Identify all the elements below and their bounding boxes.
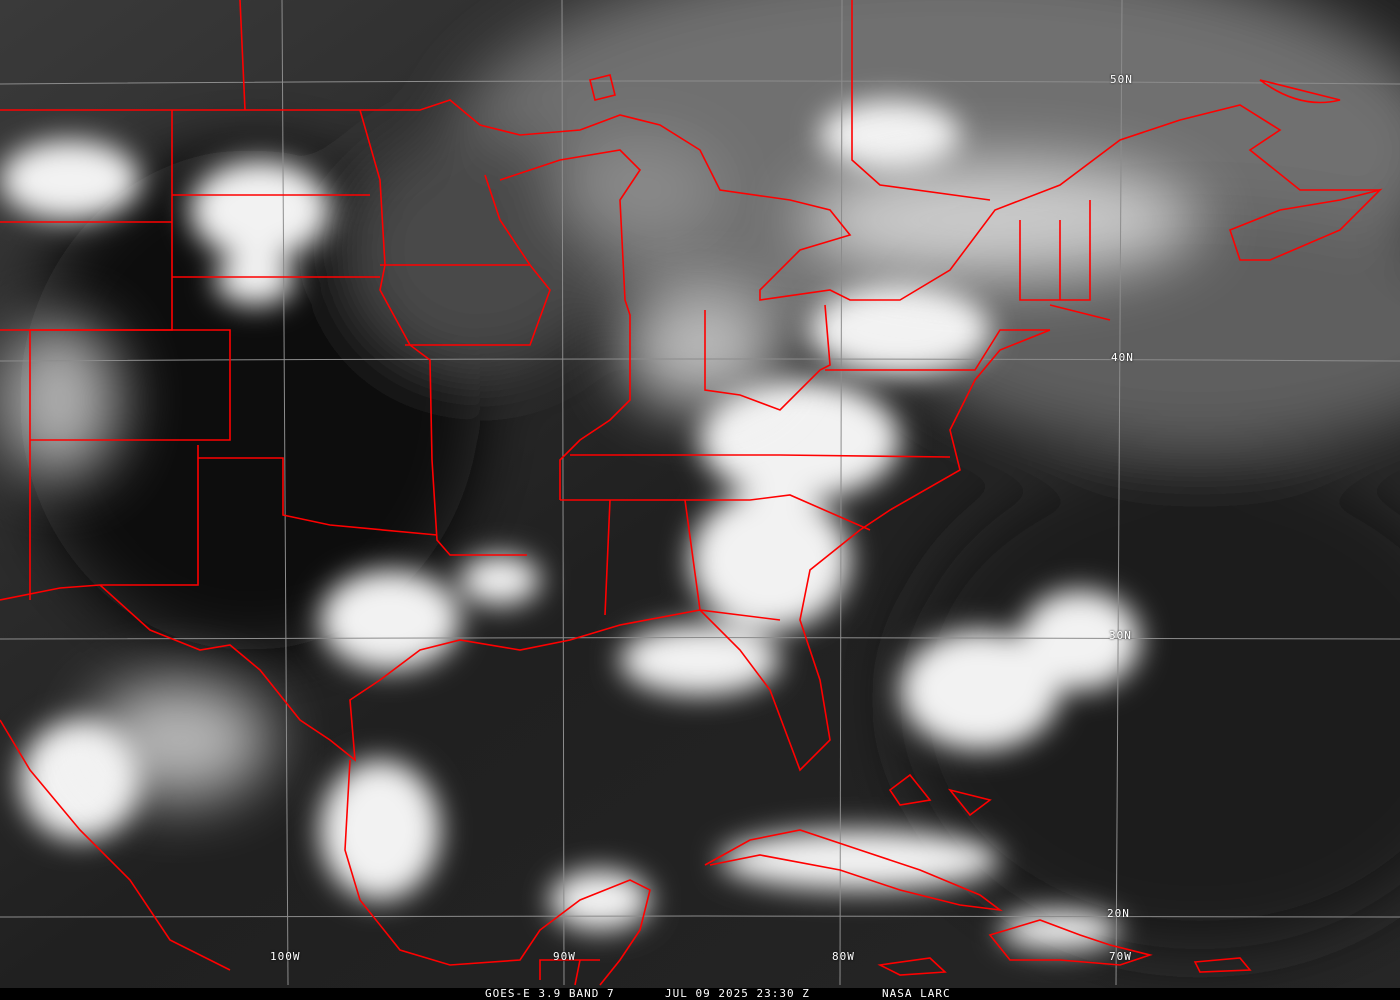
lon-label-90w: 90W (553, 950, 576, 963)
lon-label-100w: 100W (270, 950, 301, 963)
lat-label-20n: 20N (1107, 907, 1130, 920)
lon-label-70w: 70W (1109, 950, 1132, 963)
caption-band: GOES-E 3.9 BAND 7 (485, 987, 615, 1000)
image-caption-bar: GOES-E 3.9 BAND 7 JUL 09 2025 23:30 Z NA… (0, 988, 1400, 1000)
caption-source: NASA LARC (882, 987, 951, 1000)
lon-label-80w: 80W (832, 950, 855, 963)
caption-datetime: JUL 09 2025 23:30 Z (665, 987, 810, 1000)
lat-label-50n: 50N (1110, 73, 1133, 86)
lat-label-30n: 30N (1109, 629, 1132, 642)
clouds (0, 100, 1200, 950)
political-borders (0, 0, 1383, 986)
lat-label-40n: 40N (1111, 351, 1134, 364)
